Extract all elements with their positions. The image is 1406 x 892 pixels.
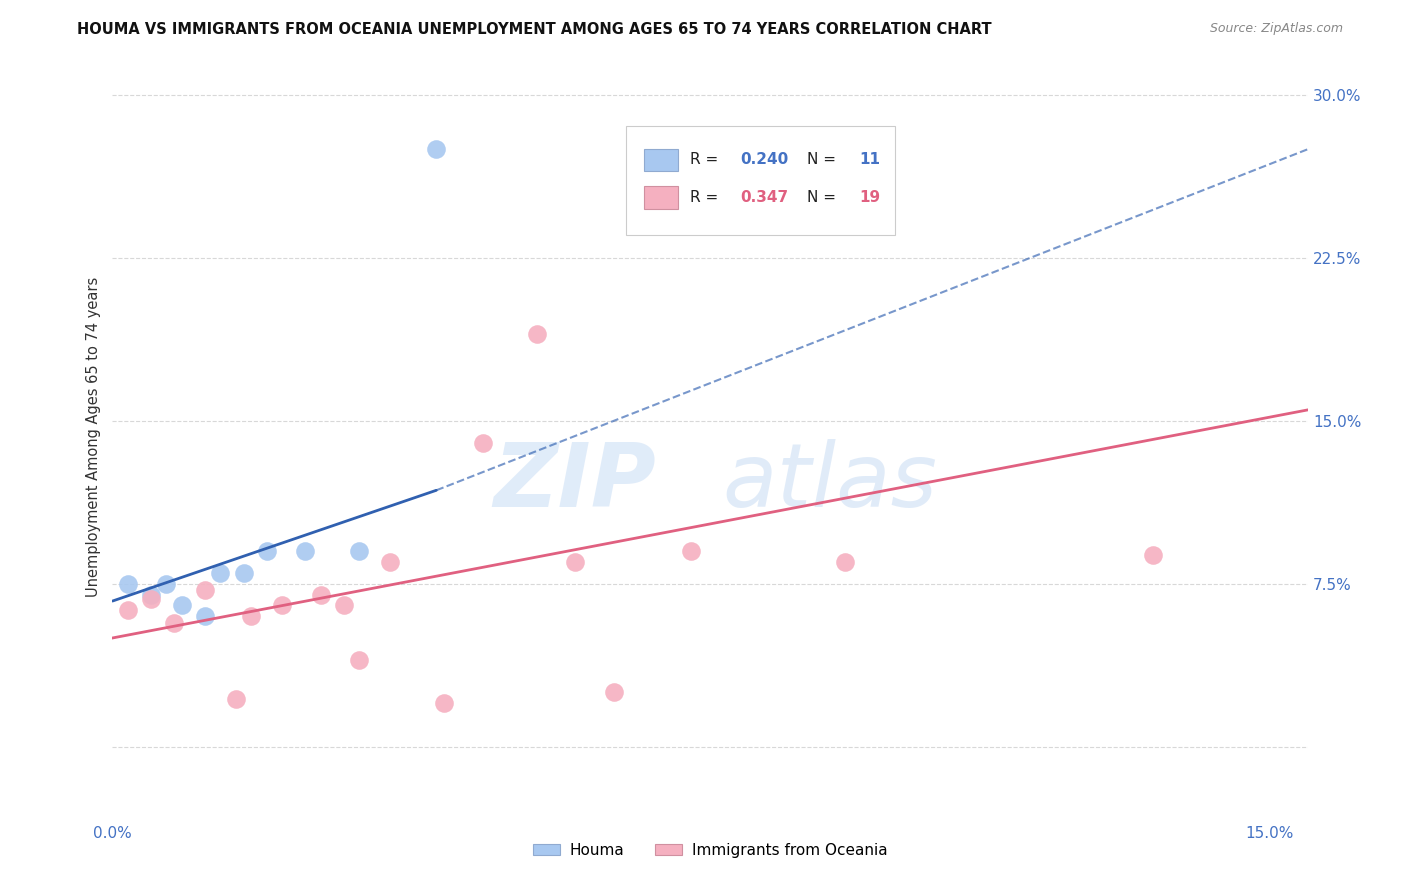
Point xyxy=(194,609,217,624)
Y-axis label: Unemployment Among Ages 65 to 74 years: Unemployment Among Ages 65 to 74 years xyxy=(86,277,101,598)
Point xyxy=(294,544,316,558)
Legend: Houma, Immigrants from Oceania: Houma, Immigrants from Oceania xyxy=(527,837,893,864)
Point xyxy=(170,599,193,613)
Text: 11: 11 xyxy=(859,153,880,168)
Point xyxy=(155,576,177,591)
FancyBboxPatch shape xyxy=(627,126,896,235)
Point xyxy=(425,142,447,156)
Text: atlas: atlas xyxy=(723,439,936,525)
Text: 0.240: 0.240 xyxy=(740,153,789,168)
Point xyxy=(834,555,856,569)
Point xyxy=(139,591,162,606)
FancyBboxPatch shape xyxy=(644,186,678,209)
Text: 0.347: 0.347 xyxy=(740,190,787,205)
Text: N =: N = xyxy=(807,153,841,168)
Point xyxy=(471,435,494,450)
Text: Source: ZipAtlas.com: Source: ZipAtlas.com xyxy=(1209,22,1343,36)
Point xyxy=(1142,549,1164,563)
Point xyxy=(209,566,232,580)
Point xyxy=(240,609,263,624)
Point xyxy=(117,603,139,617)
Text: 19: 19 xyxy=(859,190,880,205)
Point xyxy=(564,555,586,569)
Text: R =: R = xyxy=(690,190,723,205)
Text: N =: N = xyxy=(807,190,841,205)
Point xyxy=(271,599,294,613)
Text: ZIP: ZIP xyxy=(494,439,657,525)
Point xyxy=(256,544,278,558)
Point xyxy=(526,326,548,341)
Point xyxy=(309,588,332,602)
Text: R =: R = xyxy=(690,153,723,168)
Point xyxy=(433,696,456,710)
Point xyxy=(163,615,186,630)
Point xyxy=(225,691,247,706)
Point xyxy=(679,544,702,558)
Point xyxy=(347,653,370,667)
Point xyxy=(139,588,162,602)
Text: HOUMA VS IMMIGRANTS FROM OCEANIA UNEMPLOYMENT AMONG AGES 65 TO 74 YEARS CORRELAT: HOUMA VS IMMIGRANTS FROM OCEANIA UNEMPLO… xyxy=(77,22,993,37)
Point xyxy=(378,555,401,569)
Point xyxy=(117,576,139,591)
Point xyxy=(333,599,356,613)
Point xyxy=(347,544,370,558)
Point xyxy=(602,685,624,699)
Point xyxy=(232,566,254,580)
Point xyxy=(194,583,217,598)
FancyBboxPatch shape xyxy=(644,149,678,171)
